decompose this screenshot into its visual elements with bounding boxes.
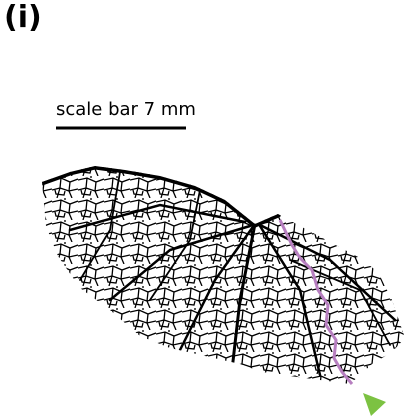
panel-label: (i) — [4, 0, 42, 35]
arrowhead — [363, 393, 386, 416]
scale-bar-label: scale bar 7 mm — [56, 99, 196, 120]
venation — [42, 166, 405, 384]
trace-line — [278, 219, 354, 385]
